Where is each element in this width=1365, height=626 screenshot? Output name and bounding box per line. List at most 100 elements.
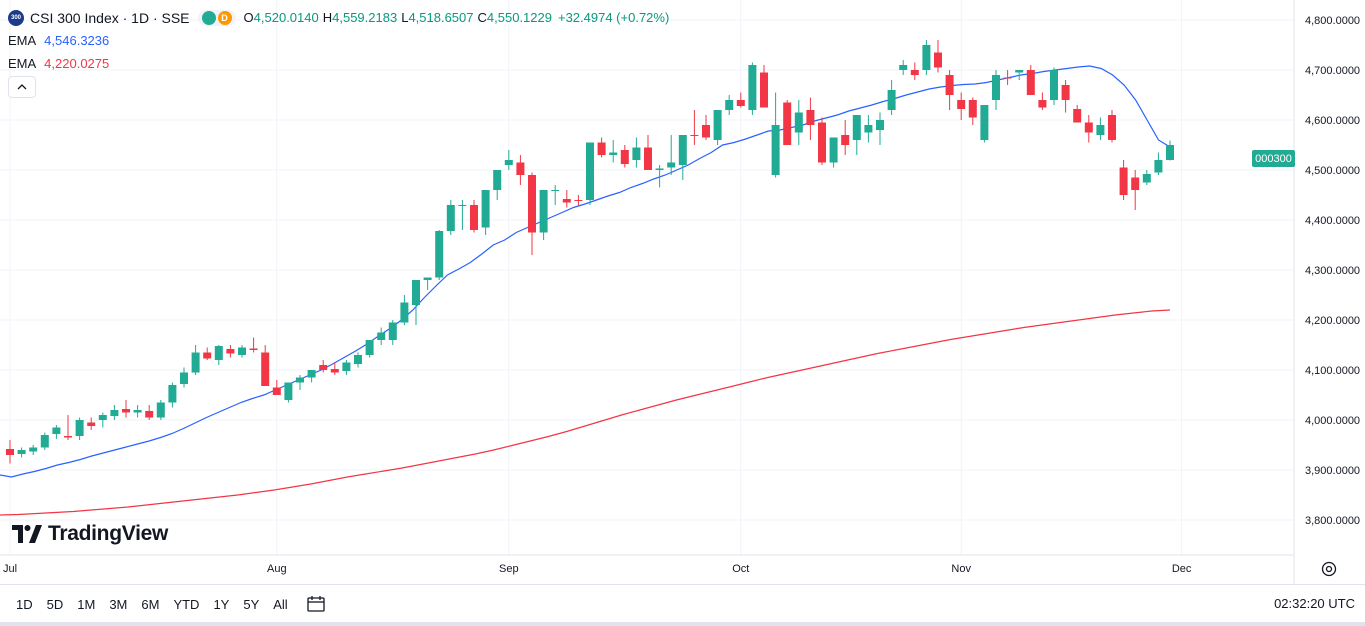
candle-down <box>87 417 96 430</box>
time-axis[interactable]: Jul Aug Sep Oct Nov Dec <box>3 563 1192 575</box>
ema-fast-path <box>0 65 1171 478</box>
candle-body <box>1084 122 1093 133</box>
candle-body <box>75 420 84 436</box>
candles <box>6 40 1174 464</box>
utc-clock[interactable]: 02:32:20 UTC <box>1274 596 1355 611</box>
ema-fast-name: EMA <box>8 33 37 48</box>
candle-body <box>528 175 536 233</box>
y-tick-label: 4,500.0000 <box>1305 165 1360 177</box>
candle-down <box>783 100 792 145</box>
candle-body <box>574 200 583 201</box>
candle-body <box>992 75 1000 100</box>
candle-up <box>17 447 26 458</box>
candle-up <box>481 190 490 235</box>
collapse-legend-button[interactable] <box>8 76 36 98</box>
candle-down <box>272 380 281 395</box>
candle-body <box>620 150 629 164</box>
settings-icon[interactable] <box>1320 560 1338 578</box>
candle-body <box>470 205 478 230</box>
candle-body <box>238 347 246 355</box>
candle-up <box>29 445 38 455</box>
candle-down <box>945 70 954 110</box>
symbol-title[interactable]: CSI 300 Index · 1D · SSE <box>30 10 190 26</box>
candle-body <box>829 137 838 163</box>
range-ytd-button[interactable]: YTD <box>173 596 200 612</box>
ema-slow-legend[interactable]: EMA 4,220.0275 <box>8 54 669 74</box>
tradingview-logo[interactable]: TradingView <box>12 522 168 546</box>
range-5d-button[interactable]: 5D <box>46 596 64 612</box>
candle-body <box>690 135 699 136</box>
range-1d-button[interactable]: 1D <box>16 596 33 612</box>
candle-body <box>493 170 502 190</box>
high-value: 4,559.2183 <box>332 10 398 25</box>
market-open-icon[interactable] <box>201 11 216 25</box>
candle-body <box>562 199 571 203</box>
candle-down <box>574 195 583 206</box>
range-1y-button[interactable]: 1Y <box>213 596 230 612</box>
price-axis[interactable]: 3,800.0000 3,900.0000 4,000.0000 4,100.0000… <box>1305 15 1360 527</box>
x-tick-label: Sep <box>499 563 519 575</box>
tradingview-logo-text: TradingView <box>48 522 169 545</box>
candle-body <box>6 449 14 455</box>
y-tick-label: 3,900.0000 <box>1305 465 1360 477</box>
candle-up <box>713 110 722 145</box>
candle-up <box>667 135 676 175</box>
candle-up <box>829 137 838 168</box>
y-tick-label: 4,400.0000 <box>1305 215 1360 227</box>
chevron-up-icon <box>17 84 27 90</box>
range-5y-button[interactable]: 5Y <box>243 596 260 612</box>
ema-slow-name: EMA <box>8 56 37 71</box>
candle-body <box>458 205 467 206</box>
symbol-logo-icon: 300 <box>8 10 24 26</box>
candle-body <box>945 75 954 95</box>
candle-body <box>87 422 96 426</box>
tradingview-logo-icon <box>12 525 42 543</box>
x-tick-label: Aug <box>267 563 287 575</box>
candle-body <box>609 152 618 155</box>
candle-body <box>156 402 165 418</box>
candle-body <box>864 125 873 133</box>
candle-up <box>40 432 49 450</box>
candle-body <box>98 415 107 420</box>
candle-up <box>75 417 84 440</box>
candle-body <box>1003 77 1012 79</box>
candle-down <box>968 97 977 125</box>
candle-body <box>388 322 397 340</box>
candle-up <box>191 345 200 375</box>
candle-down <box>760 65 768 108</box>
candle-body <box>783 102 792 145</box>
candle-up <box>504 150 513 170</box>
range-1m-button[interactable]: 1M <box>77 596 96 612</box>
range-all-button[interactable]: All <box>273 596 288 612</box>
chart-legend: 300 CSI 300 Index · 1D · SSE D O 4,520.01… <box>8 8 669 98</box>
y-tick-label: 3,800.0000 <box>1305 515 1360 527</box>
candle-up <box>180 367 188 388</box>
high-label: H <box>322 10 333 25</box>
candle-body <box>887 90 896 110</box>
candle-down <box>1038 92 1047 110</box>
candle-up <box>133 405 142 418</box>
candle-body <box>771 125 780 175</box>
candle-body <box>841 135 850 145</box>
candle-body <box>1061 85 1070 100</box>
candle-body <box>597 142 606 155</box>
candle-body <box>29 447 38 452</box>
candle-down <box>841 120 850 155</box>
candle-down <box>122 400 130 418</box>
y-tick-label: 4,000.0000 <box>1305 415 1360 427</box>
go-to-date-button[interactable] <box>306 595 326 613</box>
candle-down <box>562 190 571 208</box>
candle-body <box>1026 70 1035 95</box>
range-6m-button[interactable]: 6M <box>141 596 160 612</box>
ema-fast-legend[interactable]: EMA 4,546.3236 <box>8 31 669 51</box>
candle-body <box>261 352 270 386</box>
delayed-data-badge[interactable]: D <box>217 11 232 25</box>
candle-down <box>528 172 536 255</box>
candle-up <box>458 200 467 230</box>
candle-down <box>1003 70 1012 85</box>
candle-up <box>238 345 246 358</box>
range-3m-button[interactable]: 3M <box>109 596 128 612</box>
candle-down <box>470 200 478 233</box>
candle-down <box>597 137 606 158</box>
ema-slow-value: 4,220.0275 <box>44 56 110 71</box>
